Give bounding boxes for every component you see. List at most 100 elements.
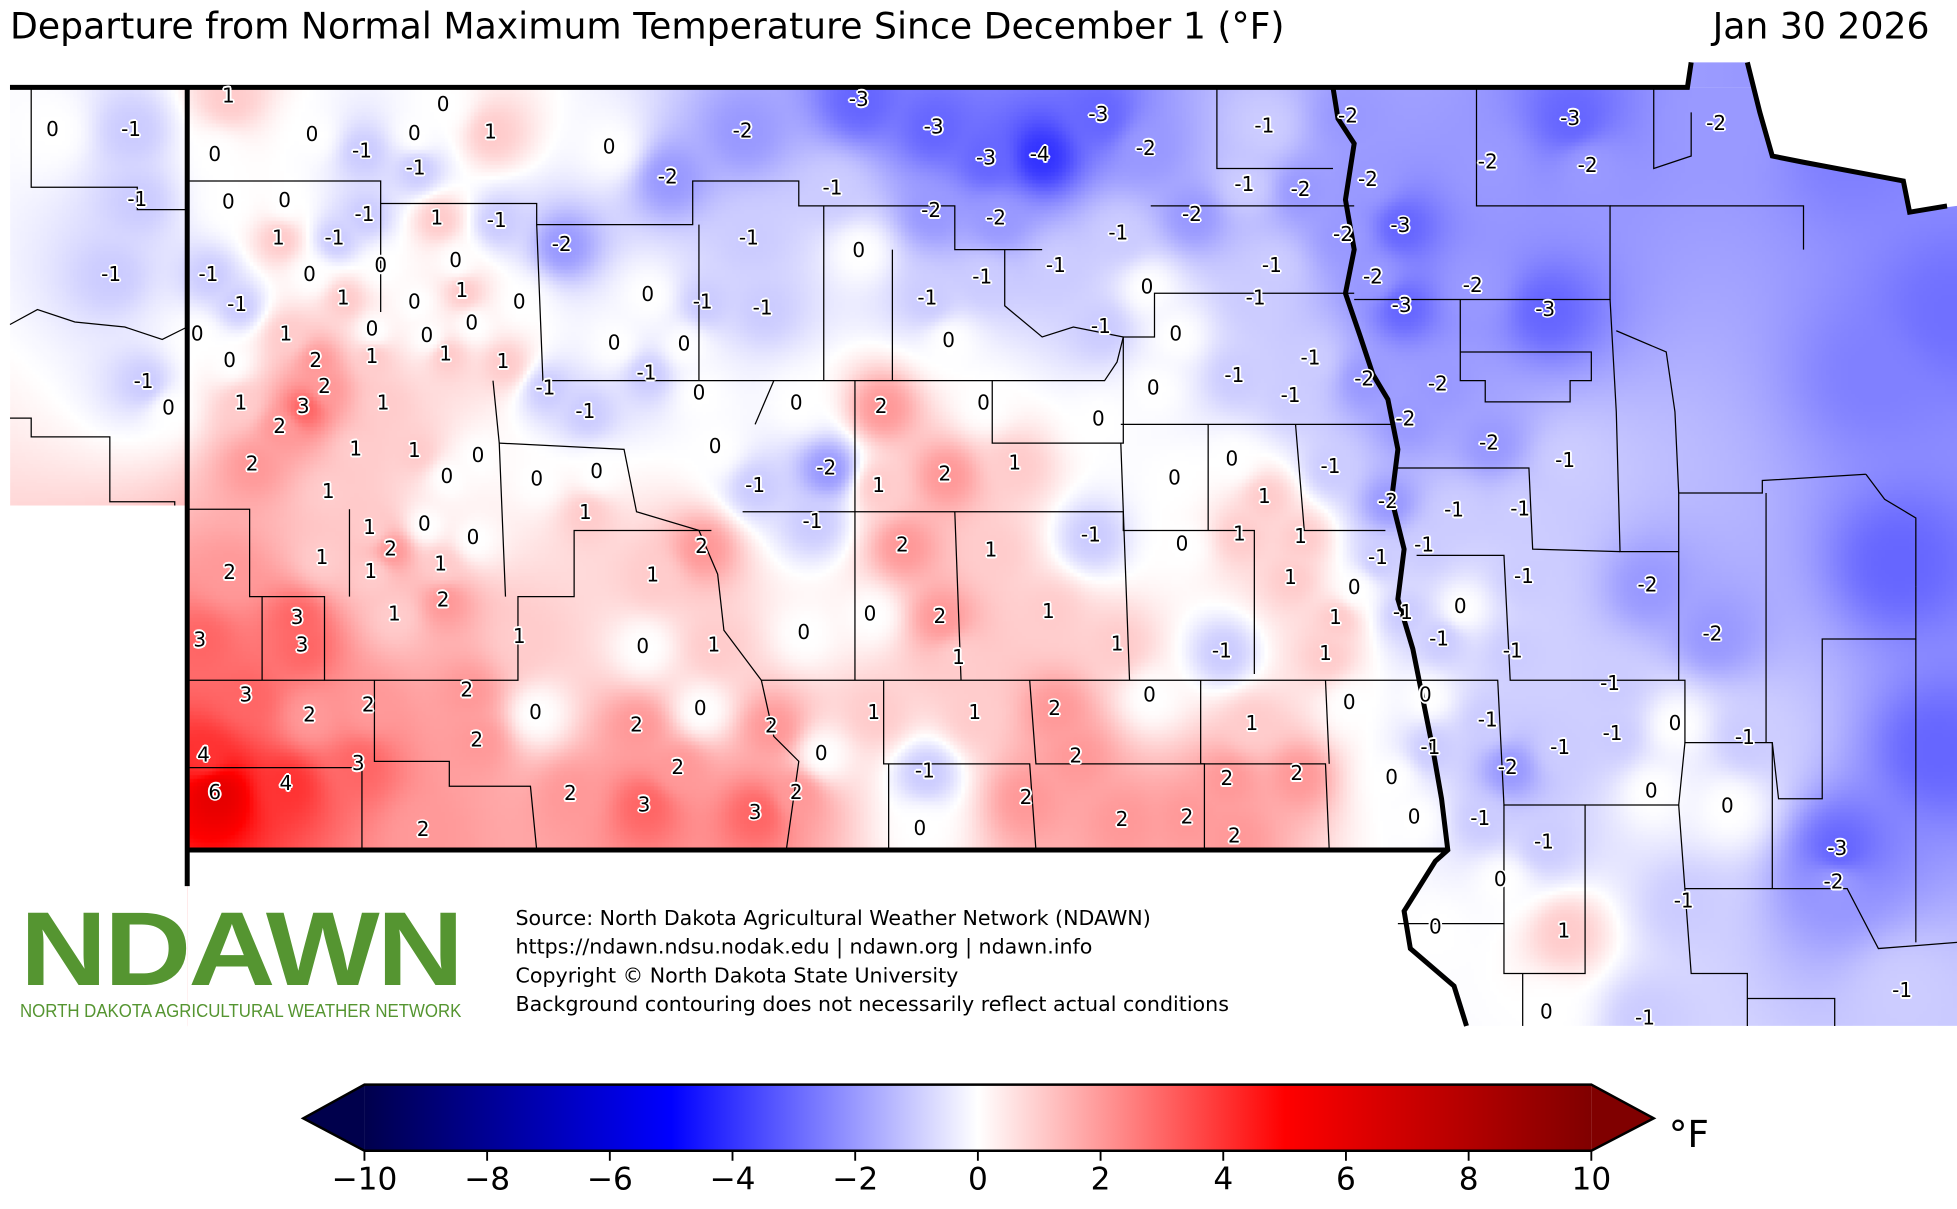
colorbar-tick-label: −4 <box>709 1160 756 1197</box>
station-value: 1 <box>408 438 421 462</box>
station-value: -1 <box>1470 806 1491 830</box>
station-value: 0 <box>942 328 955 352</box>
station-value: -2 <box>1823 869 1844 894</box>
colorbar-min-extension <box>303 1084 365 1151</box>
station-value: 2 <box>671 755 685 779</box>
station-value: -2 <box>1135 136 1156 160</box>
station-value: 2 <box>1220 766 1234 791</box>
station-value: -2 <box>1395 406 1416 431</box>
station-value: 3 <box>239 682 253 707</box>
station-value: 1 <box>315 545 329 570</box>
station-value: 1 <box>321 479 335 503</box>
station-value: 0 <box>162 395 175 420</box>
station-value: 1 <box>707 632 721 657</box>
station-value: 4 <box>279 771 293 796</box>
station-value: 1 <box>1110 631 1124 656</box>
station-value: 0 <box>797 620 811 645</box>
station-value: -3 <box>1390 213 1411 238</box>
station-value: 0 <box>708 434 722 459</box>
colorbar-tick-label: 6 <box>1336 1160 1356 1197</box>
station-value: 2 <box>1069 743 1083 768</box>
station-value: -1 <box>1555 448 1576 472</box>
station-value: -2 <box>816 455 837 480</box>
station-value: -1 <box>227 292 248 316</box>
colorbar-gradient <box>364 1084 1592 1151</box>
station-value: 1 <box>1245 711 1259 736</box>
station-value: 0 <box>789 390 803 415</box>
colorbar-unit: °F <box>1668 1113 1709 1157</box>
station-value: -1 <box>1367 545 1388 570</box>
station-value: -1 <box>1261 253 1282 278</box>
station-value: 2 <box>874 394 888 419</box>
station-value: 0 <box>46 117 59 142</box>
station-value: 0 <box>693 696 707 721</box>
station-value: 0 <box>1140 274 1154 299</box>
station-value: -1 <box>575 399 596 424</box>
colorbar-tick-label: 10 <box>1571 1160 1612 1197</box>
station-value: -1 <box>486 208 507 233</box>
station-value: -2 <box>1477 149 1498 174</box>
station-value: 1 <box>952 645 965 669</box>
station-value: 0 <box>529 700 542 724</box>
station-value: -1 <box>1602 721 1623 746</box>
station-value: -1 <box>127 187 148 211</box>
station-value: 0 <box>420 323 434 347</box>
station-value: 2 <box>318 374 331 399</box>
station-value: -1 <box>1892 978 1913 1003</box>
station-value: 0 <box>365 317 379 341</box>
station-value: -1 <box>1211 639 1232 663</box>
station-value: 4 <box>197 742 210 767</box>
station-value: 1 <box>363 515 376 540</box>
station-value: 1 <box>349 436 363 461</box>
source-line: Source: North Dakota Agricultural Weathe… <box>515 906 1151 930</box>
station-value: 0 <box>440 464 454 489</box>
station-value: -1 <box>1392 600 1413 625</box>
station-value: 2 <box>384 536 398 561</box>
colorbar-tick-label: −10 <box>331 1160 398 1197</box>
station-value: 0 <box>1540 999 1553 1024</box>
station-value: 1 <box>455 278 469 303</box>
station-value: -3 <box>1560 106 1581 130</box>
station-value: 1 <box>279 322 293 346</box>
station-value: -3 <box>1827 836 1848 860</box>
station-value: 1 <box>271 225 285 250</box>
station-value: -1 <box>1550 735 1571 759</box>
station-value: 2 <box>1019 785 1033 809</box>
station-value: 2 <box>303 702 316 727</box>
station-value: -1 <box>1600 671 1621 696</box>
station-value: 1 <box>439 341 452 366</box>
station-value: -1 <box>745 473 766 497</box>
station-value: 0 <box>1169 322 1183 346</box>
station-value: 0 <box>852 238 866 263</box>
map-title: Departure from Normal Maximum Temperatur… <box>9 4 1285 48</box>
station-value: 0 <box>374 253 388 278</box>
station-value: 0 <box>222 189 235 214</box>
station-value: 0 <box>607 330 621 355</box>
station-value: 0 <box>1407 805 1421 829</box>
station-value: 0 <box>1418 682 1432 707</box>
station-value: -2 <box>1577 153 1598 178</box>
station-value: 1 <box>512 624 526 648</box>
station-value: 2 <box>1115 807 1129 832</box>
station-value: 2 <box>695 534 708 558</box>
station-value: -1 <box>1673 888 1694 913</box>
station-value: -1 <box>324 225 345 250</box>
station-value: -1 <box>1477 707 1498 732</box>
station-value: 2 <box>460 677 474 702</box>
colorbar-tick-label: 0 <box>967 1160 988 1197</box>
station-value: -1 <box>1320 454 1341 479</box>
station-value: -1 <box>738 225 759 250</box>
colorbar-tick-label: 2 <box>1090 1160 1111 1197</box>
station-value: -1 <box>1245 285 1266 310</box>
station-value: -1 <box>752 295 773 320</box>
ndawn-logo: NDAWN NORTH DAKOTA AGRICULTURAL WEATHER … <box>20 896 482 1024</box>
station-value: -2 <box>1337 103 1358 128</box>
station-value: 2 <box>630 712 643 737</box>
station-value: -3 <box>848 87 869 112</box>
station-value: -1 <box>1510 496 1531 521</box>
station-value: -2 <box>1362 264 1383 289</box>
station-value: -1 <box>1533 829 1554 854</box>
station-value: -1 <box>1045 253 1066 278</box>
disclaimer: Background contouring does not necessari… <box>515 992 1229 1016</box>
station-value: -2 <box>657 164 678 189</box>
